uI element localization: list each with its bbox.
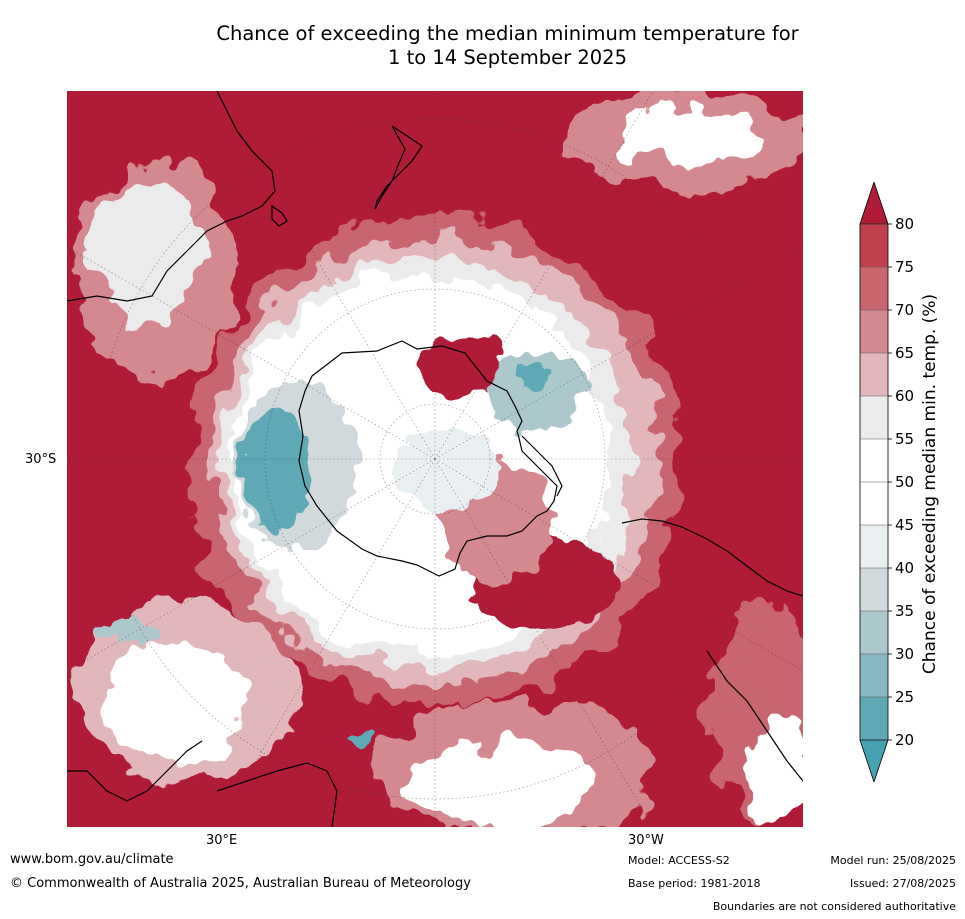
colorbar-extend-top bbox=[859, 180, 889, 225]
patch-northwest-core bbox=[92, 176, 202, 326]
colorbar-tick-label: 60 bbox=[895, 387, 914, 405]
colorbar-tick-label: 55 bbox=[895, 430, 914, 448]
meridian-120e bbox=[67, 246, 436, 460]
colorbar-tick-label: 65 bbox=[895, 344, 914, 362]
africa-coastline bbox=[67, 740, 203, 802]
colorbar-tick-label: 20 bbox=[895, 731, 914, 749]
map-panel bbox=[67, 91, 803, 827]
colorbar-tick-label: 70 bbox=[895, 301, 914, 319]
patch-southeast-core bbox=[742, 721, 803, 821]
patch-blue-southwest bbox=[102, 611, 152, 651]
cool-patch-ross-core bbox=[514, 364, 550, 388]
tasmania-coastline bbox=[271, 204, 288, 227]
colorbar-tick-label: 40 bbox=[895, 559, 914, 577]
colorbar-tick-label: 25 bbox=[895, 688, 914, 706]
colorbar-extend-bottom bbox=[859, 739, 889, 784]
antarctic-peninsula bbox=[521, 435, 563, 497]
footer-url: www.bom.gov.au/climate bbox=[10, 852, 174, 867]
south-america-coastline-south bbox=[706, 650, 803, 782]
meridian-30e bbox=[216, 458, 436, 827]
footer-copyright: © Commonwealth of Australia 2025, Austra… bbox=[10, 876, 471, 891]
colorbar-segment bbox=[860, 611, 888, 654]
patch-southwest-core bbox=[107, 641, 247, 761]
colorbar-tick-label: 50 bbox=[895, 473, 914, 491]
colorbar-segment bbox=[860, 439, 888, 482]
meridian-60w bbox=[434, 458, 803, 672]
footer-issued: Issued: 27/08/2025 bbox=[849, 877, 956, 890]
meridian-60e bbox=[67, 458, 436, 672]
longitude-label-30w: 30°W bbox=[628, 833, 664, 848]
colorbar: 80 75 70 65 60 55 50 45 40 35 30 25 20 bbox=[855, 180, 965, 784]
patch-blue-south bbox=[353, 731, 381, 751]
patch-north-core bbox=[617, 106, 757, 166]
colorbar-segment bbox=[860, 654, 888, 697]
colorbar-segment bbox=[860, 697, 888, 740]
colorbar-tick-label: 80 bbox=[895, 215, 914, 233]
cool-patches bbox=[237, 351, 587, 551]
antarctica-coastline bbox=[298, 340, 558, 577]
colorbar-segment bbox=[860, 267, 888, 310]
australia-coastline bbox=[67, 91, 276, 302]
footer-disclaimer: Boundaries are not considered authoritat… bbox=[712, 900, 956, 913]
footer-model: Model: ACCESS-S2 bbox=[628, 854, 730, 867]
colorbar-tick-label: 30 bbox=[895, 645, 914, 663]
colorbar-tick-label: 35 bbox=[895, 602, 914, 620]
cool-patch-east-antarctica bbox=[392, 431, 502, 511]
graticule-circle-80s bbox=[379, 403, 491, 515]
coastlines bbox=[67, 91, 803, 827]
colorbar-graphic: 80 75 70 65 60 55 50 45 40 35 30 25 20 bbox=[859, 180, 914, 784]
longitude-label-30e: 30°E bbox=[206, 833, 238, 848]
outer-mottled-patches bbox=[77, 91, 803, 827]
colorbar-segment bbox=[860, 353, 888, 396]
latitude-label-30s: 30°S bbox=[25, 452, 57, 467]
patch-south-core bbox=[407, 741, 587, 827]
colorbar-segment bbox=[860, 525, 888, 568]
colorbar-segment bbox=[860, 568, 888, 611]
map-title-line-1: Chance of exceeding the median minimum t… bbox=[216, 22, 799, 45]
africa-coastline-south bbox=[216, 762, 338, 827]
footer-model-run: Model run: 25/08/2025 bbox=[830, 854, 956, 867]
colorbar-tick-label: 75 bbox=[895, 258, 914, 276]
warm-patch-pacific bbox=[417, 336, 507, 396]
colorbar-segment bbox=[860, 310, 888, 353]
south-america-coastline-north bbox=[621, 518, 803, 597]
footer-base-period: Base period: 1981-2018 bbox=[628, 877, 761, 890]
meridian-30w bbox=[434, 458, 654, 827]
colorbar-segment bbox=[860, 482, 888, 525]
map-title-line-2: 1 to 14 September 2025 bbox=[388, 46, 627, 69]
new-zealand-coastline bbox=[374, 125, 423, 210]
cool-patch-ross-sea bbox=[487, 351, 587, 431]
map-title: Chance of exceeding the median minimum t… bbox=[0, 22, 965, 70]
colorbar-segment bbox=[860, 224, 888, 267]
graticule-circle-60s bbox=[264, 288, 606, 630]
meridian-150w bbox=[434, 91, 654, 460]
meridian-120w bbox=[434, 246, 803, 460]
colorbar-tick-label: 45 bbox=[895, 516, 914, 534]
map-canvas bbox=[67, 91, 803, 827]
colorbar-title: Chance of exceeding median min. temp. (%… bbox=[920, 293, 940, 675]
cool-patch-indian-inner bbox=[242, 411, 312, 531]
colorbar-segment bbox=[860, 396, 888, 439]
